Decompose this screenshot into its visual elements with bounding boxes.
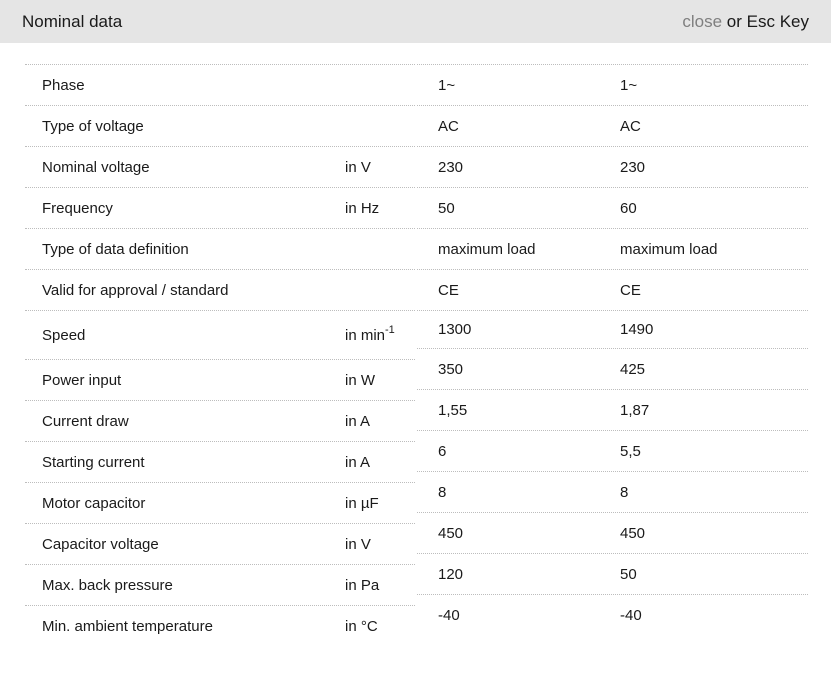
table-row-values: CE CE [417,269,808,310]
value-cell-variant-2: -40 [620,606,642,624]
table-row: Current draw in A [25,400,415,441]
row-unit: in min-1 [345,323,395,344]
row-label: Type of voltage [42,117,144,135]
table-row: Type of voltage [25,105,415,146]
row-label: Valid for approval / standard [42,281,229,299]
value-cell-variant-1: 1~ [438,76,456,94]
value-cell-variant-2: 1~ [620,76,638,94]
table-row-values: 1~ 1~ [417,64,808,105]
row-label: Min. ambient temperature [42,617,213,635]
row-unit: in V [345,158,371,176]
row-label: Nominal voltage [42,158,150,176]
value-cell-variant-1: 50 [438,199,455,217]
value-cell-variant-2: AC [620,117,641,135]
table-row: Capacitor voltage in V [25,523,415,564]
table-row: Nominal voltage in V [25,146,415,187]
value-cell-variant-1: -40 [438,606,460,624]
value-cell-variant-2: 1490 [620,321,654,338]
value-cell-variant-2: 50 [620,565,637,583]
close-button[interactable]: close [682,11,723,31]
value-cell-variant-1: 120 [438,565,464,583]
table-row-values: 6 5,5 [417,430,808,471]
row-unit: in Hz [345,199,380,217]
row-unit: in µF [345,494,379,512]
table-row: Frequency in Hz [25,187,415,228]
table-row-values: 120 50 [417,553,808,594]
row-label: Power input [42,371,122,389]
table-row: Starting current in A [25,441,415,482]
values-table: 1~ 1~ AC AC 230 230 50 60 maximum load maximum lo… [417,64,808,646]
table-row-values: 1,55 1,87 [417,389,808,430]
table-row-values: -40 -40 [417,594,808,635]
table-row-values: maximum load maximum load [417,228,808,269]
row-label: Motor capacitor [42,494,146,512]
table-row: Phase [25,64,415,105]
value-cell-variant-2: 230 [620,158,646,176]
row-label: Capacitor voltage [42,535,159,553]
value-cell-variant-2: 5,5 [620,442,641,460]
value-cell-variant-1: CE [438,281,459,299]
value-cell-variant-1: 350 [438,360,464,378]
value-cell-variant-2: CE [620,281,641,299]
close-area: close or Esc Key [682,12,809,32]
table-row: Min. ambient temperature in °C [25,605,415,646]
nominal-data-table: Phase Type of voltage Nominal voltage in V F… [25,64,808,646]
labels-units-table: Phase Type of voltage Nominal voltage in V F… [25,64,415,646]
value-cell-variant-1: 230 [438,158,464,176]
dialog-header: Nominal data close or Esc Key [0,0,831,43]
value-cell-variant-1: 1300 [438,321,472,338]
row-label: Current draw [42,412,129,430]
row-unit: in Pa [345,576,380,594]
value-cell-variant-2: 450 [620,524,646,542]
table-row-values: 50 60 [417,187,808,228]
row-label: Phase [42,76,85,94]
table-row-values: 450 450 [417,512,808,553]
unit-superscript: -1 [385,323,395,336]
row-label: Speed [42,326,86,344]
table-row-values: 230 230 [417,146,808,187]
value-cell-variant-1: 8 [438,483,447,501]
table-row-values: 350 425 [417,348,808,389]
table-row-values: 1300 1490 [417,310,808,348]
value-cell-variant-1: 6 [438,442,447,460]
value-cell-variant-1: AC [438,117,459,135]
dialog-title: Nominal data [22,11,123,31]
row-label: Frequency [42,199,113,217]
table-row: Motor capacitor in µF [25,482,415,523]
value-cell-variant-2: 425 [620,360,646,378]
row-unit: in °C [345,617,378,635]
table-row-values: AC AC [417,105,808,146]
value-cell-variant-1: maximum load [438,240,536,258]
value-cell-variant-1: 1,55 [438,401,468,419]
table-row: Type of data definition [25,228,415,269]
close-esc-hint: or Esc Key [722,11,809,31]
row-unit: in V [345,535,371,553]
table-row: Max. back pressure in Pa [25,564,415,605]
value-cell-variant-1: 450 [438,524,464,542]
table-row: Power input in W [25,359,415,400]
row-label: Type of data definition [42,240,189,258]
value-cell-variant-2: 8 [620,483,629,501]
value-cell-variant-2: 60 [620,199,637,217]
row-unit: in A [345,412,371,430]
table-row: Speed in min-1 [25,310,415,359]
table-row: Valid for approval / standard [25,269,415,310]
row-unit: in W [345,371,375,389]
row-label: Starting current [42,453,145,471]
row-label: Max. back pressure [42,576,173,594]
value-cell-variant-2: maximum load [620,240,718,258]
value-cell-variant-2: 1,87 [620,401,650,419]
row-unit: in A [345,453,371,471]
